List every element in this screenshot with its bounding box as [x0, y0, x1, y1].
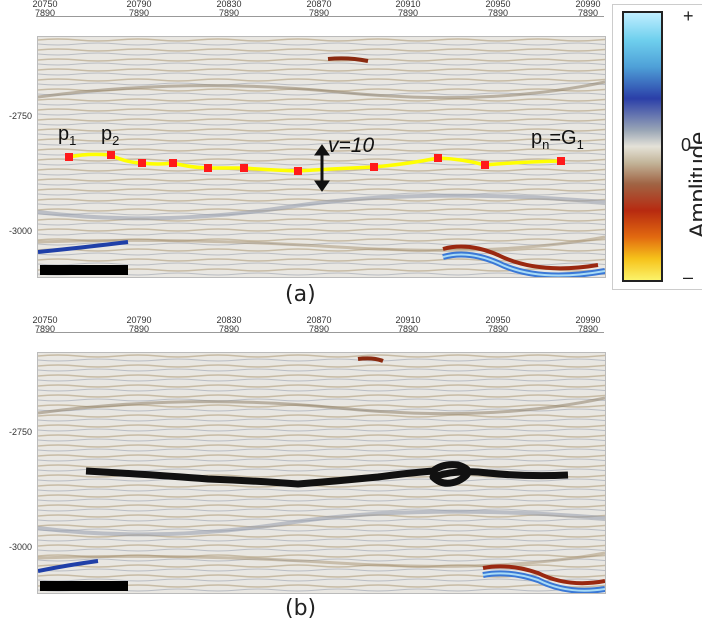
- control-point[interactable]: [481, 161, 489, 169]
- y-tick: -2750: [8, 111, 32, 121]
- x-tick: 20870 7890: [306, 315, 332, 334]
- control-points: [65, 151, 565, 175]
- x-ruler-b: 20750 7890 20790 7890 20830 7890 20870 7890 …: [32, 315, 604, 334]
- scale-bar: [40, 581, 128, 591]
- control-point[interactable]: [370, 163, 378, 171]
- label-v: v=10: [328, 134, 375, 157]
- control-point[interactable]: [107, 151, 115, 159]
- label-pn-g1: pn=G1: [531, 127, 584, 152]
- label-p1: p1: [58, 123, 77, 148]
- x-tick: 20990 7890: [575, 315, 601, 334]
- colorbar-title: Amplitude: [685, 131, 702, 239]
- amplitude-colorbar: [622, 11, 663, 282]
- x-tick: 20950 7890: [485, 315, 511, 334]
- control-point[interactable]: [138, 159, 146, 167]
- control-point[interactable]: [557, 157, 565, 165]
- control-point[interactable]: [65, 153, 73, 161]
- x-tick: 20750 7890: [32, 315, 58, 334]
- control-point[interactable]: [169, 159, 177, 167]
- x-tick: 20870 7890: [306, 0, 332, 18]
- control-point[interactable]: [240, 164, 248, 172]
- colorbar-zero: 0: [681, 135, 692, 155]
- x-tick: 20830 7890: [216, 0, 242, 18]
- scale-bar: [40, 265, 128, 275]
- x-tick: 20830 7890: [216, 315, 242, 334]
- y-tick: -3000: [8, 542, 32, 552]
- x-tick: 20790 7890: [126, 315, 152, 334]
- colorbar-plus: +: [683, 6, 694, 26]
- panel-b: 20750 7890 20790 7890 20830 7890 20870 7890 …: [0, 316, 610, 625]
- x-tick: 20950 7890: [485, 0, 511, 18]
- x-ruler-a: 20750 7890 20790 7890 20830 7890 20870 7890 …: [32, 0, 604, 18]
- y-tick: -2750: [8, 427, 32, 437]
- picked-horizon: [85, 461, 569, 488]
- vertical-arrow-icon: [314, 144, 330, 192]
- x-tick: 20910 7890: [395, 0, 421, 18]
- y-axis-b: -2750 -3000: [0, 352, 36, 592]
- x-tick: 20790 7890: [126, 0, 152, 18]
- control-point[interactable]: [204, 164, 212, 172]
- caption-a: (a): [285, 282, 316, 307]
- x-tick: 20910 7890: [395, 315, 421, 334]
- x-tick: 20990 7890: [575, 0, 601, 18]
- colorbar-minus: –: [683, 267, 694, 287]
- caption-b: (b): [285, 596, 317, 621]
- control-point[interactable]: [294, 167, 302, 175]
- seismic-section-b: [37, 352, 606, 594]
- control-point[interactable]: [434, 154, 442, 162]
- colorbar-legend: + 0 – Amplitude: [612, 4, 702, 290]
- y-axis-a: -2750 -3000: [0, 36, 36, 276]
- seismic-section-a: p1 p2 pn=G1 v=10: [37, 36, 606, 278]
- y-tick: -3000: [8, 226, 32, 236]
- x-tick: 20750 7890: [32, 0, 58, 18]
- label-p2: p2: [101, 123, 120, 148]
- panel-a: 20750 7890 20790 7890 20830 7890 20870 7890 …: [0, 0, 610, 310]
